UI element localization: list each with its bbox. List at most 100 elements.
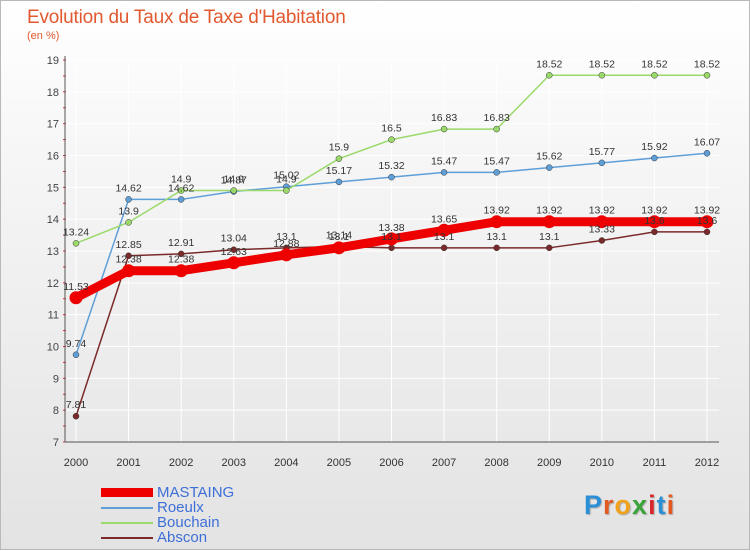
data-label-roeulx: 14.62 (168, 182, 194, 194)
data-label-mastaing: 13.1 (329, 231, 350, 243)
x-tick-label: 2011 (643, 457, 667, 469)
y-tick-label: 16 (47, 151, 59, 163)
x-tick-label: 2004 (274, 457, 298, 469)
data-label-mastaing: 13.92 (536, 205, 562, 217)
data-point-bouchain (230, 187, 237, 194)
data-label-abscon: 13.14 (326, 230, 352, 242)
data-label-roeulx: 15.17 (326, 165, 352, 177)
data-label-abscon: 13.33 (589, 223, 615, 235)
data-point-roeulx (125, 196, 132, 203)
data-point-roeulx (440, 169, 448, 176)
data-point-bouchain (703, 72, 711, 79)
data-point-roeulx (388, 173, 395, 181)
data-label-roeulx: 15.32 (378, 160, 404, 172)
y-tick-label: 13 (47, 246, 59, 258)
data-point-roeulx (651, 154, 658, 162)
data-point-bouchain (493, 125, 500, 133)
data-point-roeulx (703, 150, 711, 157)
data-label-mastaing: 12.88 (273, 238, 299, 250)
data-point-bouchain (177, 187, 185, 194)
data-point-mastaing (122, 264, 136, 278)
data-point-bouchain (440, 125, 448, 133)
legend-swatch-bouchain (101, 521, 153, 524)
x-tick-label: 2012 (695, 457, 719, 469)
data-label-bouchain: 14.9 (224, 174, 245, 186)
x-tick-label: 2001 (116, 457, 140, 469)
x-tick-label: 2005 (327, 457, 351, 469)
legend-item-roeulx: Roeulx (101, 500, 234, 515)
data-point-abscon (72, 412, 80, 420)
x-tick-label: 2008 (484, 457, 508, 469)
data-label-bouchain: 16.83 (484, 112, 510, 124)
data-point-mastaing (542, 215, 556, 229)
data-point-bouchain (598, 72, 606, 79)
data-point-abscon (598, 237, 606, 244)
data-label-abscon: 12.85 (115, 239, 141, 251)
data-label-roeulx: 15.92 (641, 141, 667, 153)
data-point-abscon (388, 244, 395, 252)
data-label-abscon: 13.1 (381, 231, 402, 243)
y-tick-label: 19 (47, 55, 59, 67)
data-point-bouchain (125, 219, 132, 226)
data-point-mastaing (385, 232, 398, 246)
x-tick-label: 2010 (590, 457, 614, 469)
data-label-roeulx: 14.62 (115, 182, 141, 194)
data-label-bouchain: 13.24 (63, 226, 89, 238)
data-label-mastaing: 13.92 (694, 205, 720, 217)
x-tick-label: 2006 (379, 457, 403, 469)
legend-label-roeulx: Roeulx (157, 499, 204, 516)
legend-swatch-abscon (101, 536, 153, 539)
data-label-mastaing: 13.92 (484, 205, 510, 217)
data-label-abscon: 13.6 (697, 215, 718, 227)
data-point-bouchain (335, 155, 343, 162)
data-point-abscon (703, 228, 711, 236)
data-point-abscon (546, 244, 553, 252)
data-label-abscon: 13.1 (434, 231, 455, 243)
data-label-mastaing: 11.53 (63, 281, 89, 293)
data-point-bouchain (283, 187, 290, 194)
data-point-mastaing (647, 215, 661, 229)
data-point-mastaing (69, 291, 83, 305)
logo-letter-1: P (584, 490, 604, 520)
data-point-bouchain (651, 72, 658, 79)
data-point-mastaing (174, 264, 188, 278)
data-label-mastaing: 13.92 (641, 205, 667, 217)
data-point-abscon (493, 244, 500, 252)
data-label-abscon: 13.1 (486, 231, 507, 243)
y-tick-label: 9 (53, 373, 59, 385)
data-label-roeulx: 15.47 (484, 155, 510, 167)
data-point-abscon (440, 244, 448, 252)
logo-letter-5: i (648, 490, 657, 520)
x-tick-label: 2009 (537, 457, 561, 469)
data-point-bouchain (388, 136, 395, 143)
data-point-mastaing (437, 223, 451, 237)
x-tick-label: 2003 (222, 457, 246, 469)
logo-letter-7: i (666, 490, 676, 520)
chart-subtitle: (en %) (27, 30, 60, 42)
data-point-bouchain (72, 240, 80, 247)
data-point-roeulx (335, 178, 343, 186)
data-point-abscon (651, 228, 658, 236)
data-label-roeulx: 15.62 (536, 151, 562, 163)
data-label-mastaing: 13.92 (589, 205, 615, 217)
x-tick-label: 2007 (432, 457, 456, 469)
legend-item-abscon: Abscon (101, 530, 234, 545)
data-label-roeulx: 15.47 (431, 155, 457, 167)
data-point-abscon (125, 252, 132, 260)
data-point-mastaing (490, 215, 504, 229)
logo-letter-4: x (632, 490, 649, 520)
legend-label-bouchain: Bouchain (157, 514, 220, 531)
data-point-abscon (177, 250, 185, 258)
data-label-bouchain: 18.52 (589, 58, 615, 70)
data-label-bouchain: 15.9 (329, 142, 350, 154)
data-point-mastaing (332, 241, 346, 255)
data-point-mastaing (595, 215, 609, 229)
data-point-mastaing (279, 248, 293, 262)
data-label-mastaing: 12.38 (168, 254, 194, 266)
y-tick-label: 7 (53, 437, 59, 449)
data-label-bouchain: 16.5 (381, 123, 402, 135)
data-label-abscon: 7.81 (66, 399, 87, 411)
data-point-roeulx (546, 164, 553, 171)
